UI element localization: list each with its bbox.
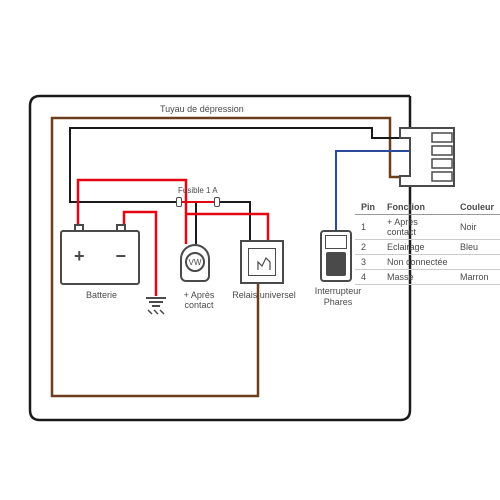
label-battery: Batterie [86, 290, 117, 300]
label-vacuum-hose: Tuyau de dépression [160, 104, 244, 114]
battery: + − [60, 230, 140, 285]
pin-th-color: Couleur [454, 200, 500, 215]
connector [400, 128, 454, 186]
headlight-switch [320, 230, 352, 282]
pin-th-func: Fonction [381, 200, 454, 215]
table-row: 4 Masse Marron [355, 270, 500, 285]
pin-th-pin: Pin [355, 200, 381, 215]
fuse [176, 197, 220, 207]
ignition-key: VW [180, 244, 210, 282]
table-row: 2 Eclairage Bleu [355, 240, 500, 255]
battery-terminal-minus [116, 224, 126, 230]
battery-plus: + [74, 246, 85, 267]
table-row: 3 Non connectée [355, 255, 500, 270]
switch-rocker [325, 235, 347, 249]
vw-logo: VW [185, 252, 205, 272]
wire-black-ignition [70, 128, 432, 202]
ground-symbol [146, 298, 166, 314]
wiring-diagram: Tuyau de dépression + − Batterie Fusible… [0, 0, 500, 500]
label-ignition: + Après contact [176, 290, 222, 310]
relay [240, 240, 284, 284]
battery-terminal-plus [74, 224, 84, 230]
switch-face [326, 252, 346, 276]
battery-minus: − [115, 246, 126, 267]
label-switch-2: Phares [312, 297, 364, 307]
pin-table: Pin Fonction Couleur 1 + Après contact N… [355, 200, 500, 285]
table-row: 1 + Après contact Noir [355, 215, 500, 240]
label-relay: Relais universel [232, 290, 296, 300]
label-fuse: Fusible 1 A [178, 186, 218, 195]
label-switch-1: Interrupteur [312, 286, 364, 296]
